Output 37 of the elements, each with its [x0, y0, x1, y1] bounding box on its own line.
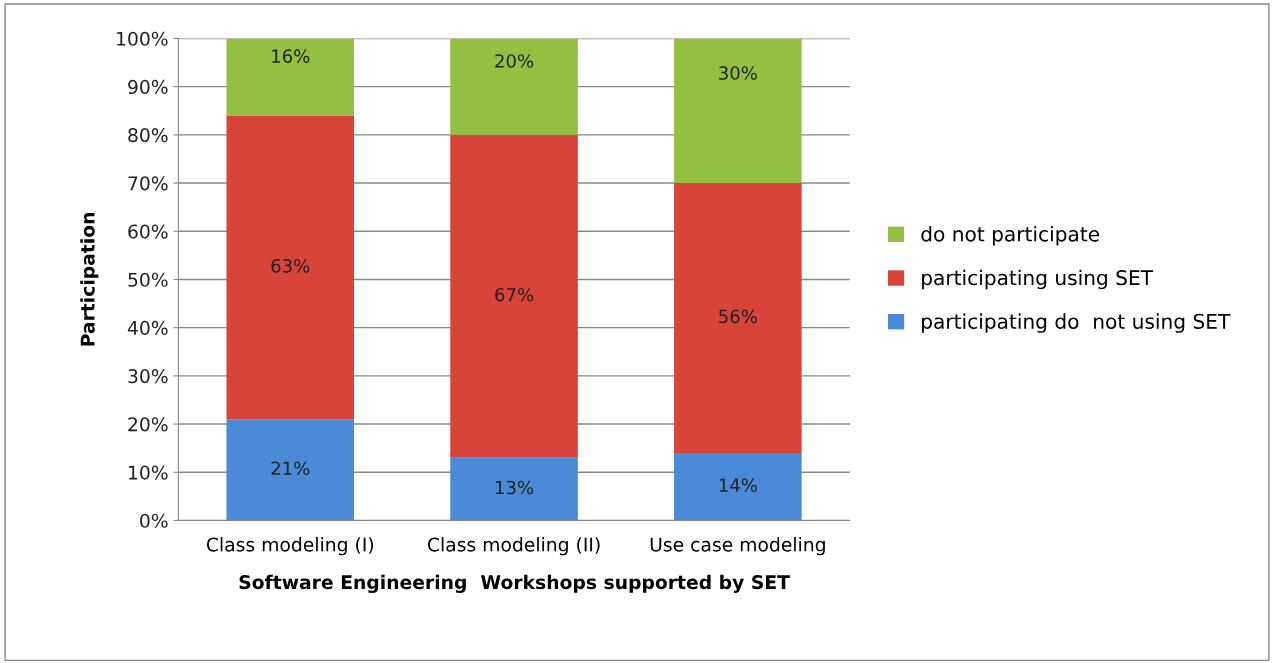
bar	[674, 38, 802, 184]
x-tick-label: Class modeling (I)	[206, 537, 374, 556]
x-tick-label: Class modeling (II)	[427, 537, 600, 556]
bar	[450, 38, 578, 135]
data-label: 56%	[719, 309, 757, 324]
data-label: 63%	[271, 258, 310, 273]
bar	[226, 419, 355, 521]
y-tick-label: 80%	[128, 128, 168, 143]
data-label: 67%	[495, 287, 534, 302]
bar	[674, 452, 802, 521]
data-label: 16%	[272, 49, 310, 63]
legend-label: do not participate	[921, 226, 1100, 246]
y-tick-label: 20%	[128, 417, 168, 432]
y-tick-label: 30%	[128, 369, 168, 384]
y-tick-label: 60%	[128, 224, 168, 239]
x-tick-label: Use case modeling	[650, 537, 825, 556]
bar	[674, 183, 802, 453]
data-label: 13%	[495, 480, 534, 495]
y-tick-label: 100%	[117, 31, 168, 46]
y-tick-label: 90%	[128, 79, 168, 95]
y-tick-label: 70%	[128, 176, 168, 191]
bar	[450, 457, 578, 521]
data-label: 14%	[719, 478, 757, 492]
data-label: 21%	[271, 461, 310, 476]
bar	[450, 134, 578, 458]
y-tick-label: 10%	[129, 465, 168, 480]
y-tick-label: 0%	[140, 513, 168, 528]
y-axis-title: Participation	[80, 213, 99, 346]
y-tick-label: 40%	[127, 320, 168, 336]
legend-label: participating using SET	[922, 269, 1154, 290]
bar	[226, 115, 355, 420]
legend-label: participating do not using SET	[922, 313, 1231, 333]
y-tick-label: 50%	[128, 272, 168, 287]
data-label: 30%	[719, 66, 757, 80]
x-axis-title: Software Engineering Workshops supported by SET	[239, 574, 790, 594]
data-label: 20%	[495, 54, 534, 68]
bar	[226, 38, 355, 116]
